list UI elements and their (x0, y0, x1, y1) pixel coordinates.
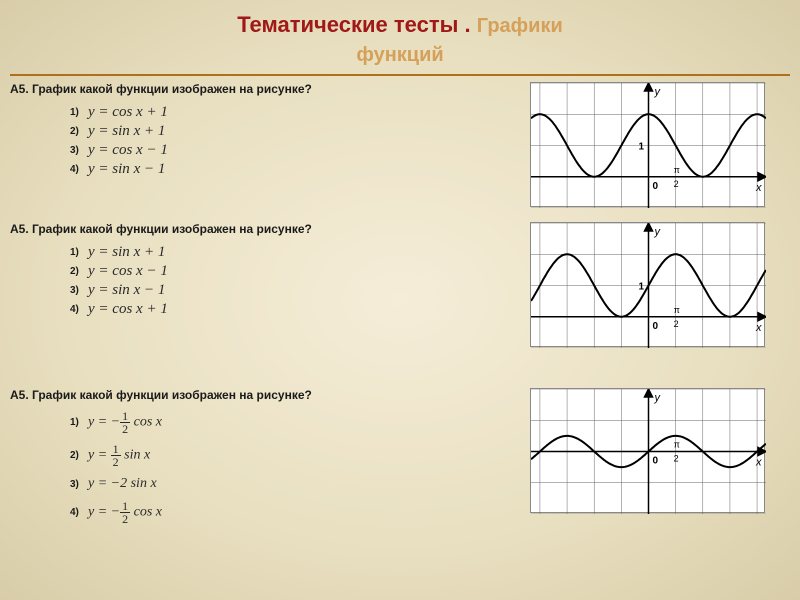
svg-text:1: 1 (639, 142, 645, 153)
option-formula: y = cos x + 1 (88, 301, 168, 318)
option-number: 4) (70, 164, 88, 175)
svg-text:y: y (654, 226, 662, 238)
option-row: 3)y = −2 sin x (70, 476, 312, 492)
option-row: 2)y = sin x + 1 (70, 123, 312, 140)
option-number: 4) (70, 304, 88, 315)
option-number: 4) (70, 507, 88, 518)
option-number: 2) (70, 266, 88, 277)
svg-text:1: 1 (639, 282, 645, 293)
svg-text:2: 2 (674, 179, 679, 189)
svg-text:0: 0 (653, 456, 659, 467)
option-formula: y = cos x − 1 (88, 142, 168, 159)
option-row: 3)y = sin x − 1 (70, 282, 312, 299)
graph-panel: y x 0 π 2 1 (530, 222, 765, 347)
title-part2: тесты . (394, 12, 471, 37)
svg-text:0: 0 (653, 321, 659, 332)
question-prompt: А5. График какой функции изображен на ри… (10, 388, 312, 402)
option-row: 4)y = −12 cos x (70, 500, 312, 525)
svg-text:π: π (674, 165, 680, 175)
svg-text:2: 2 (674, 454, 679, 464)
option-number: 1) (70, 247, 88, 258)
svg-text:π: π (674, 305, 680, 315)
option-number: 2) (70, 450, 88, 461)
graph-svg: y x 0 π 2 (531, 389, 766, 514)
option-formula: y = cos x − 1 (88, 263, 168, 280)
option-formula: y = −12 cos x (88, 410, 162, 435)
option-row: 1)y = sin x + 1 (70, 244, 312, 261)
option-formula: y = −12 cos x (88, 500, 162, 525)
svg-text:x: x (755, 457, 762, 469)
option-number: 3) (70, 285, 88, 296)
option-row: 1)y = cos x + 1 (70, 104, 312, 121)
title-part1: Тематические (237, 12, 388, 37)
option-number: 3) (70, 145, 88, 156)
option-formula: y = sin x + 1 (88, 244, 165, 261)
option-formula: y = sin x + 1 (88, 123, 165, 140)
option-number: 3) (70, 479, 88, 490)
option-row: 4)y = cos x + 1 (70, 301, 312, 318)
svg-text:y: y (654, 392, 662, 404)
option-row: 2)y = 12 sin x (70, 443, 312, 468)
page-title: Тематические тесты . Графики (0, 12, 800, 38)
option-row: 1)y = −12 cos x (70, 410, 312, 435)
svg-text:x: x (755, 182, 762, 194)
subtitle: функций (0, 44, 800, 67)
option-number: 2) (70, 126, 88, 137)
option-formula: y = −2 sin x (88, 476, 157, 492)
option-number: 1) (70, 107, 88, 118)
option-row: 4)y = sin x − 1 (70, 161, 312, 178)
question-block: А5. График какой функции изображен на ри… (10, 222, 312, 320)
option-row: 2)y = cos x − 1 (70, 263, 312, 280)
question-block: А5. График какой функции изображен на ри… (10, 388, 312, 533)
svg-text:2: 2 (674, 319, 679, 329)
svg-text:x: x (755, 322, 762, 334)
graph-svg: y x 0 π 2 1 (531, 223, 766, 348)
option-row: 3)y = cos x − 1 (70, 142, 312, 159)
question-block: А5. График какой функции изображен на ри… (10, 82, 312, 180)
svg-text:y: y (654, 86, 662, 98)
option-formula: y = 12 sin x (88, 443, 150, 468)
question-prompt: А5. График какой функции изображен на ри… (10, 82, 312, 96)
horizontal-rule (10, 74, 790, 76)
question-prompt: А5. График какой функции изображен на ри… (10, 222, 312, 236)
graph-panel: y x 0 π 2 (530, 388, 765, 513)
graph-panel: y x 0 π 2 1 (530, 82, 765, 207)
title-part3: Графики (477, 15, 563, 37)
option-formula: y = sin x − 1 (88, 282, 165, 299)
option-number: 1) (70, 417, 88, 428)
svg-text:π: π (674, 440, 680, 450)
graph-svg: y x 0 π 2 1 (531, 83, 766, 208)
option-formula: y = cos x + 1 (88, 104, 168, 121)
option-formula: y = sin x − 1 (88, 161, 165, 178)
svg-text:0: 0 (653, 181, 659, 192)
